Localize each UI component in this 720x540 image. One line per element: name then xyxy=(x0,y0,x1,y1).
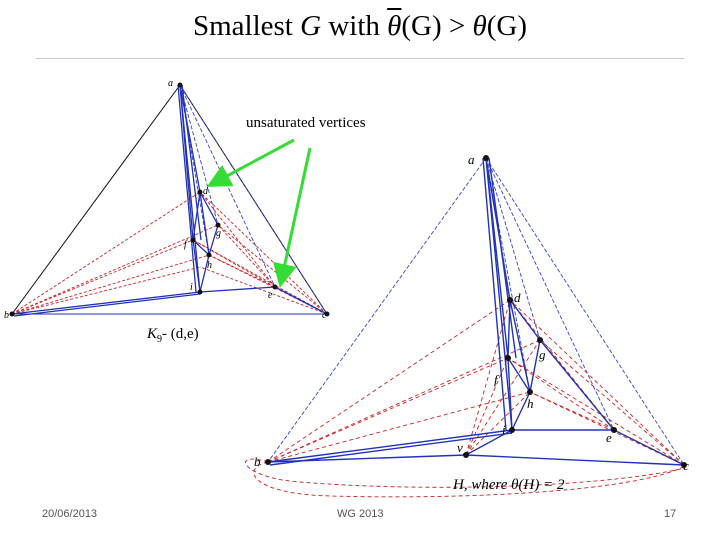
left-label-h: h xyxy=(207,260,212,271)
right-label-h: h xyxy=(527,396,534,411)
left-label-f: f xyxy=(184,239,188,250)
right-label-c: c xyxy=(683,458,689,473)
right-label-f: f xyxy=(494,372,500,387)
footer-conference: WG 2013 xyxy=(337,508,384,520)
k9-label: K9- (d,e) xyxy=(147,326,199,345)
slide-title: Smallest G with θ(G) > θ(G) xyxy=(192,10,528,42)
arrow-to-e xyxy=(273,147,312,288)
left-dashed-red-edges xyxy=(11,191,328,315)
left-graph: a d g f h i e b c xyxy=(4,78,330,321)
right-label-a: a xyxy=(468,152,475,167)
footer-page-number: 17 xyxy=(664,508,677,520)
footer-date: 20/06/2013 xyxy=(42,508,98,520)
left-label-b: b xyxy=(4,310,9,321)
right-label-g: g xyxy=(539,347,546,362)
right-vertices xyxy=(265,155,687,468)
right-label-b: b xyxy=(254,454,261,469)
title-divider xyxy=(36,58,684,59)
right-outer-edges xyxy=(267,157,685,466)
right-label-v: v xyxy=(457,440,463,455)
left-label-c: c xyxy=(322,310,327,321)
theta-bar-symbol: θ xyxy=(387,10,402,42)
right-label-d: d xyxy=(514,290,521,305)
right-dashed-red-edges xyxy=(267,299,685,466)
left-vertex-labels: a d g f h i e b c xyxy=(4,78,327,321)
left-label-e: e xyxy=(268,290,273,301)
left-label-i: i xyxy=(190,282,193,293)
annotation-arrows xyxy=(206,138,312,288)
right-solid-blue-edges xyxy=(267,157,685,466)
right-graph: a d g f h i e b v c xyxy=(245,152,689,498)
arrow-to-d xyxy=(206,138,295,187)
right-label-e: e xyxy=(606,430,612,445)
left-label-g: g xyxy=(216,228,221,239)
h-caption: H, where θ(H) = 2 xyxy=(453,477,565,493)
right-vertex-labels: a d g f h i e b v c xyxy=(254,152,689,473)
left-label-d: d xyxy=(203,186,209,197)
right-dashed-loops xyxy=(245,458,686,498)
left-label-a: a xyxy=(168,78,173,89)
unsaturated-vertices-annotation: unsaturated vertices xyxy=(246,115,366,131)
left-solid-blue-edges xyxy=(11,84,328,317)
right-label-i: i xyxy=(502,422,506,437)
